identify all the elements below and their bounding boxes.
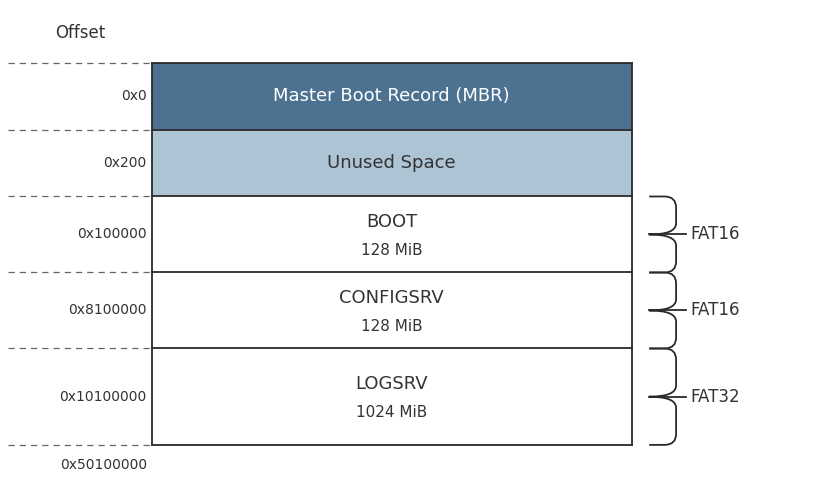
Text: 0x0: 0x0 xyxy=(121,89,147,103)
Bar xyxy=(151,197,632,273)
Text: BOOT: BOOT xyxy=(366,212,418,231)
Text: Offset: Offset xyxy=(56,24,106,42)
Text: Master Boot Record (MBR): Master Boot Record (MBR) xyxy=(274,87,510,105)
Text: FAT16: FAT16 xyxy=(690,301,740,320)
Bar xyxy=(151,63,632,130)
Text: 128 MiB: 128 MiB xyxy=(361,319,423,334)
Text: 0x10100000: 0x10100000 xyxy=(60,390,147,404)
Bar xyxy=(151,348,632,445)
Bar xyxy=(151,273,632,348)
Text: 128 MiB: 128 MiB xyxy=(361,243,423,258)
Text: Unused Space: Unused Space xyxy=(327,154,456,172)
Text: FAT16: FAT16 xyxy=(690,225,740,244)
Bar xyxy=(151,130,632,197)
Text: 0x200: 0x200 xyxy=(104,156,147,170)
Text: 0x8100000: 0x8100000 xyxy=(68,303,147,318)
Text: 1024 MiB: 1024 MiB xyxy=(356,405,427,420)
Text: CONFIGSRV: CONFIGSRV xyxy=(339,288,444,306)
Text: FAT32: FAT32 xyxy=(690,388,740,406)
Text: LOGSRV: LOGSRV xyxy=(355,375,428,393)
Text: 0x50100000: 0x50100000 xyxy=(60,458,147,472)
Text: 0x100000: 0x100000 xyxy=(77,228,147,242)
